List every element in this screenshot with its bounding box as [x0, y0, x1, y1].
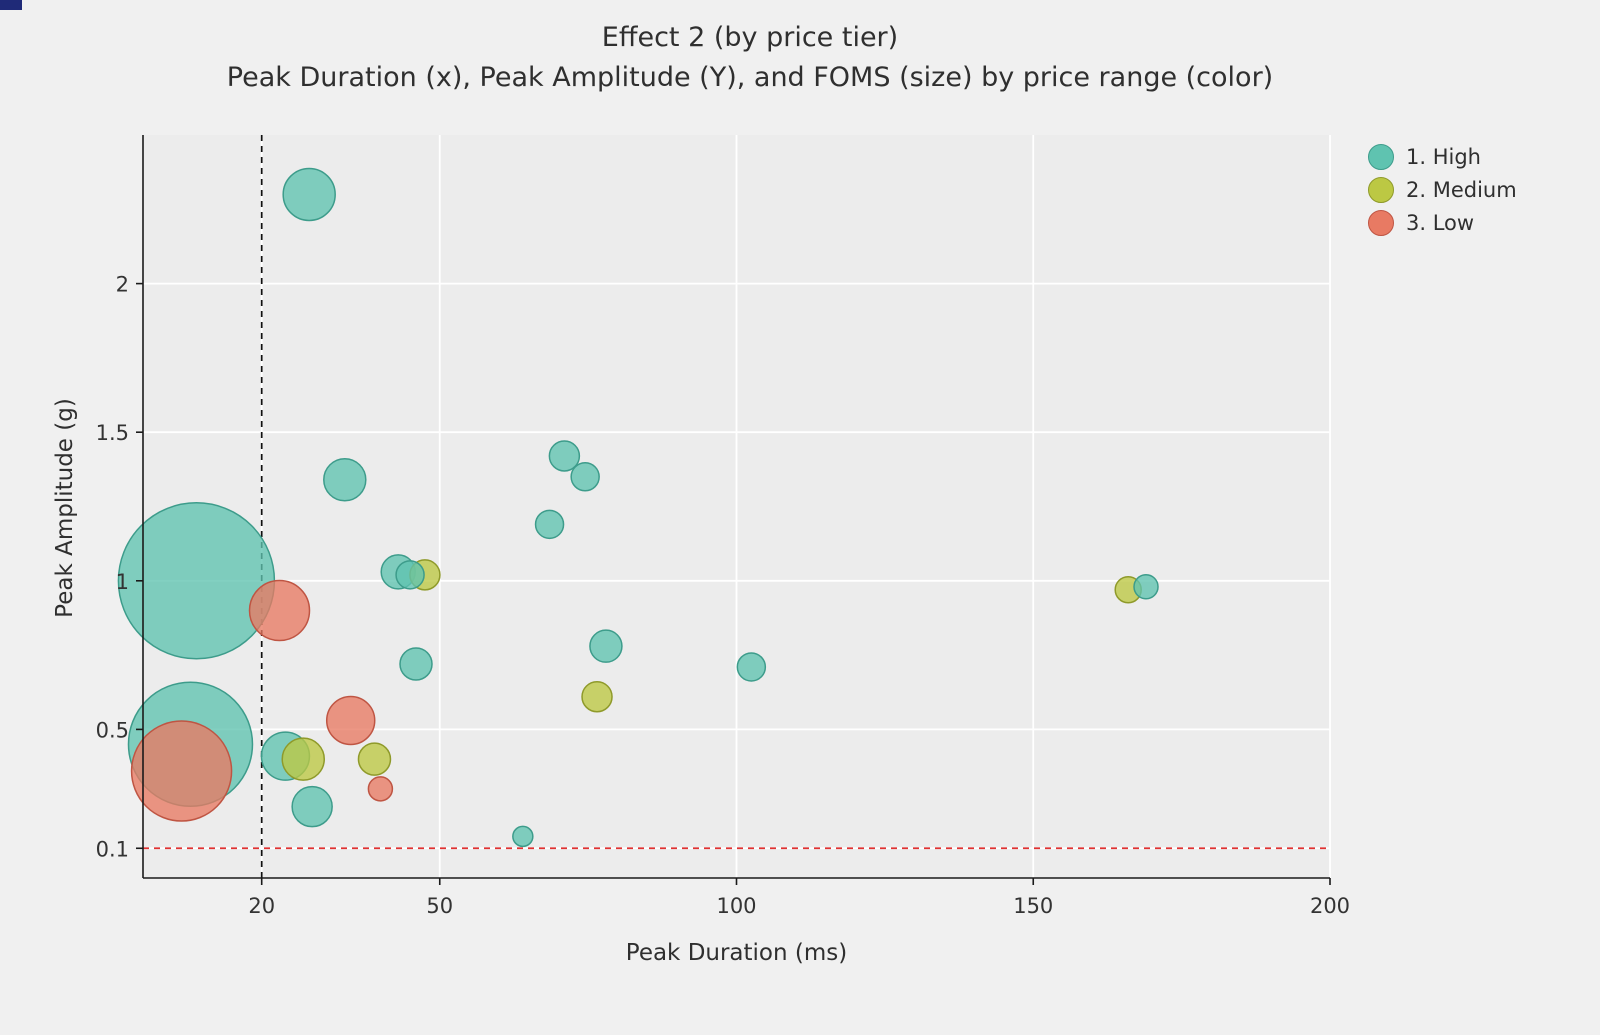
- y-tick-label: 1: [116, 570, 129, 594]
- chart-subtitle: Peak Duration (x), Peak Amplitude (Y), a…: [0, 58, 1500, 98]
- bubble--low: [327, 696, 375, 744]
- y-axis-label: Peak Amplitude (g): [52, 138, 78, 878]
- bubble--medium: [358, 743, 390, 775]
- x-tick-label: 20: [248, 894, 275, 918]
- legend-label: 3. Low: [1406, 211, 1474, 235]
- legend-label: 1. High: [1406, 145, 1481, 169]
- bubble--high: [396, 561, 424, 589]
- bubble--high: [737, 653, 765, 681]
- bubble--high: [590, 630, 622, 662]
- y-tick-label: 2: [116, 273, 129, 297]
- legend-item: 3. Low: [1368, 210, 1517, 236]
- legend-item: 1. High: [1368, 144, 1517, 170]
- bubble--low: [368, 777, 392, 801]
- title-block: Effect 2 (by price tier) Peak Duration (…: [0, 18, 1500, 98]
- bubble--high: [292, 787, 332, 827]
- legend: 1. High 2. Medium 3. Low: [1368, 144, 1517, 236]
- bubble--high: [513, 826, 533, 846]
- legend-swatch-icon: [1368, 177, 1394, 203]
- plot-panel: 20 50 100 150 200 0.1 0.5 1 1.5 2: [0, 0, 1600, 1035]
- x-tick-label: 150: [1013, 894, 1053, 918]
- x-tick-label: 100: [716, 894, 756, 918]
- legend-swatch-icon: [1368, 210, 1394, 236]
- y-tick-label: 1.5: [96, 421, 129, 445]
- bubble--high: [1134, 575, 1158, 599]
- bubble--medium: [582, 682, 612, 712]
- bubble--high: [400, 648, 432, 680]
- bubble--low: [250, 581, 310, 641]
- x-tick-label: 50: [426, 894, 453, 918]
- y-tick-label: 0.5: [96, 718, 129, 742]
- bubble--high: [324, 459, 366, 501]
- legend-swatch-icon: [1368, 144, 1394, 170]
- chart-title: Effect 2 (by price tier): [0, 18, 1500, 58]
- x-axis-label: Peak Duration (ms): [143, 940, 1330, 966]
- bubble--medium: [282, 738, 324, 780]
- legend-item: 2. Medium: [1368, 177, 1517, 203]
- y-tick-label: 0.1: [96, 837, 129, 861]
- bubble--high: [536, 510, 564, 538]
- bubble--high: [283, 168, 335, 220]
- bubble--low: [132, 721, 232, 821]
- bubble--high: [571, 463, 599, 491]
- legend-label: 2. Medium: [1406, 178, 1517, 202]
- bubble-chart-figure: 20 50 100 150 200 0.1 0.5 1 1.5 2 Effect 2 (by pr…: [0, 0, 1600, 1035]
- x-tick-label: 200: [1310, 894, 1350, 918]
